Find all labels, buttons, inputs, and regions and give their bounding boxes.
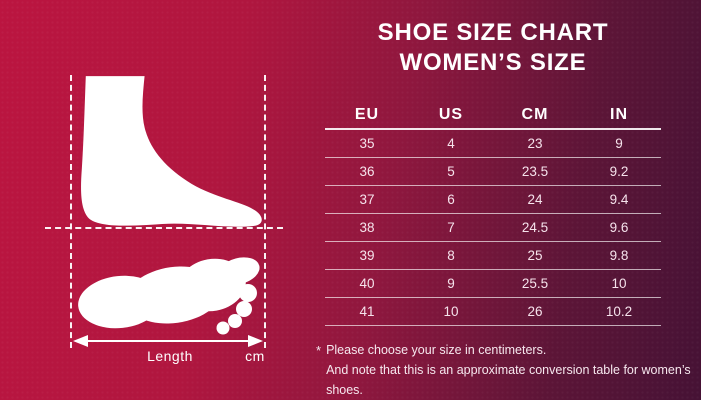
footnote-asterisk: * xyxy=(316,343,322,358)
table-row: 35 4 23 9 xyxy=(325,130,661,158)
table-cell: 4 xyxy=(447,136,455,151)
table-cell: 10 xyxy=(443,304,459,319)
table-row: 41 10 26 10.2 xyxy=(325,298,661,326)
table-cell: 35 xyxy=(359,136,375,151)
length-arrow-icon xyxy=(73,335,263,347)
table-row: 40 9 25.5 10 xyxy=(325,270,661,298)
table-cell: 9.4 xyxy=(609,192,629,207)
table-row: 39 8 25 9.8 xyxy=(325,242,661,270)
footnote-line-2: And note that this is an approximate con… xyxy=(326,363,691,397)
table-cell: 23.5 xyxy=(521,164,549,179)
table-cell: 25.5 xyxy=(521,276,549,291)
table-cell: 25 xyxy=(527,248,543,263)
table-cell: 37 xyxy=(359,192,375,207)
table-cell: 9 xyxy=(447,276,455,291)
table-cell: 9.6 xyxy=(609,220,629,235)
length-label: Length xyxy=(147,348,193,364)
footnote-text: Please choose your size in centimeters. … xyxy=(326,340,701,400)
table-cell: 9.2 xyxy=(609,164,629,179)
table-header-row: EU US CM IN xyxy=(325,101,661,130)
foot-side-view-icon xyxy=(81,76,262,227)
table-row: 37 6 24 9.4 xyxy=(325,186,661,214)
dashed-guide-right xyxy=(264,75,266,348)
title-line-2: WOMEN’S SIZE xyxy=(399,49,587,76)
title-line-1: SHOE SIZE CHART xyxy=(377,19,609,46)
table-cell: 5 xyxy=(447,164,455,179)
table-row: 36 5 23.5 9.2 xyxy=(325,158,661,186)
table-cell: 6 xyxy=(447,192,455,207)
table-cell: 36 xyxy=(359,164,375,179)
table-cell: 23 xyxy=(527,136,543,151)
table-cell: 41 xyxy=(359,304,375,319)
dashed-guide-left xyxy=(70,75,72,348)
table-cell: 10.2 xyxy=(605,304,633,319)
column-header-us: US xyxy=(438,105,464,123)
table-cell: 24 xyxy=(527,192,543,207)
table-cell: 40 xyxy=(359,276,375,291)
column-header-in: IN xyxy=(610,105,628,123)
table-cell: 9 xyxy=(615,136,623,151)
column-header-eu: EU xyxy=(354,105,380,123)
size-table: EU US CM IN 35 4 23 9 36 5 23.5 9.2 37 6… xyxy=(325,101,661,326)
table-cell: 8 xyxy=(447,248,455,263)
column-header-cm: CM xyxy=(521,105,549,123)
dashed-guide-baseline xyxy=(45,227,283,229)
table-cell: 24.5 xyxy=(521,220,549,235)
footnote: * Please choose your size in centimeters… xyxy=(316,340,701,400)
unit-label: cm xyxy=(245,348,265,364)
table-cell: 7 xyxy=(447,220,455,235)
table-cell: 38 xyxy=(359,220,375,235)
table-cell: 10 xyxy=(611,276,627,291)
table-cell: 26 xyxy=(527,304,543,319)
table-cell: 9.8 xyxy=(609,248,629,263)
table-row: 38 7 24.5 9.6 xyxy=(325,214,661,242)
footnote-line-1: Please choose your size in centimeters. xyxy=(326,343,547,357)
page-title: SHOE SIZE CHART WOMEN’S SIZE xyxy=(320,18,666,78)
table-cell: 39 xyxy=(359,248,375,263)
foot-top-view-icon xyxy=(78,257,260,335)
